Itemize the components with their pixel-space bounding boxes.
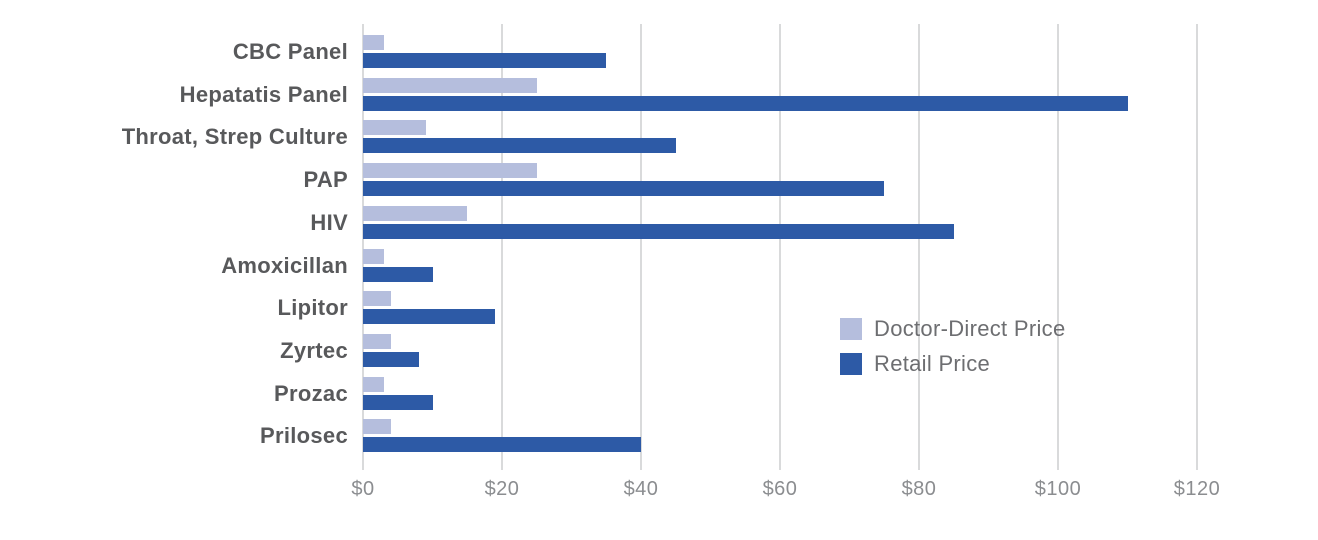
legend-item-doctor-direct: Doctor-Direct Price — [840, 316, 1066, 341]
retail-bar-7 — [363, 351, 419, 367]
legend-label-doctor-direct: Doctor-Direct Price — [874, 316, 1066, 341]
x-tick-label: $0 — [351, 478, 375, 500]
gridline — [1057, 24, 1059, 470]
retail-bar-8 — [363, 394, 433, 410]
retail-bar-2 — [363, 138, 676, 154]
x-tick-label: $60 — [762, 478, 798, 500]
retail-bar-5 — [363, 266, 433, 282]
category-label: Hepatatis Panel — [179, 81, 348, 107]
gridline — [779, 24, 781, 470]
x-tick-label: $100 — [1034, 478, 1082, 500]
gridline — [640, 24, 642, 470]
category-label: PAP — [303, 167, 348, 193]
chart-legend: Doctor-Direct Price Retail Price — [840, 316, 1066, 388]
retail-swatch-icon — [840, 353, 862, 375]
retail-bar-0 — [363, 53, 607, 68]
retail-bar-9 — [363, 437, 641, 453]
retail-bar-4 — [363, 223, 954, 239]
doctor-direct-bar-7 — [363, 333, 391, 349]
category-label: Amoxicillan — [221, 252, 348, 278]
category-label: Zyrtec — [280, 337, 348, 363]
doctor-direct-bar-9 — [363, 419, 391, 435]
category-label: HIV — [310, 209, 348, 235]
gridline — [1196, 24, 1198, 470]
doctor-direct-bar-2 — [363, 120, 426, 136]
category-label: CBC Panel — [232, 39, 348, 64]
doctor-direct-bar-5 — [363, 248, 384, 264]
doctor-direct-bar-3 — [363, 163, 537, 179]
x-tick-label: $40 — [623, 478, 659, 500]
category-label: Throat, Strep Culture — [121, 124, 348, 150]
x-tick-label: $120 — [1173, 478, 1221, 500]
doctor-direct-bar-0 — [363, 35, 384, 50]
gridline — [362, 24, 364, 470]
x-tick-label: $80 — [901, 478, 937, 500]
doctor-direct-bar-1 — [363, 77, 537, 93]
legend-label-retail: Retail Price — [874, 351, 991, 376]
doctor-direct-swatch-icon — [840, 318, 862, 340]
retail-bar-3 — [363, 181, 885, 197]
category-label: Prilosec — [259, 423, 348, 449]
x-tick-label: $20 — [484, 478, 520, 500]
gridline — [501, 24, 503, 470]
doctor-direct-bar-6 — [363, 291, 391, 307]
retail-bar-1 — [363, 95, 1128, 111]
gridline — [918, 24, 920, 470]
doctor-direct-bar-8 — [363, 376, 384, 392]
category-label: Lipitor — [277, 295, 348, 321]
legend-item-retail: Retail Price — [840, 351, 1066, 376]
retail-bar-6 — [363, 309, 496, 325]
doctor-direct-bar-4 — [363, 205, 468, 221]
category-label: Prozac — [274, 380, 348, 406]
